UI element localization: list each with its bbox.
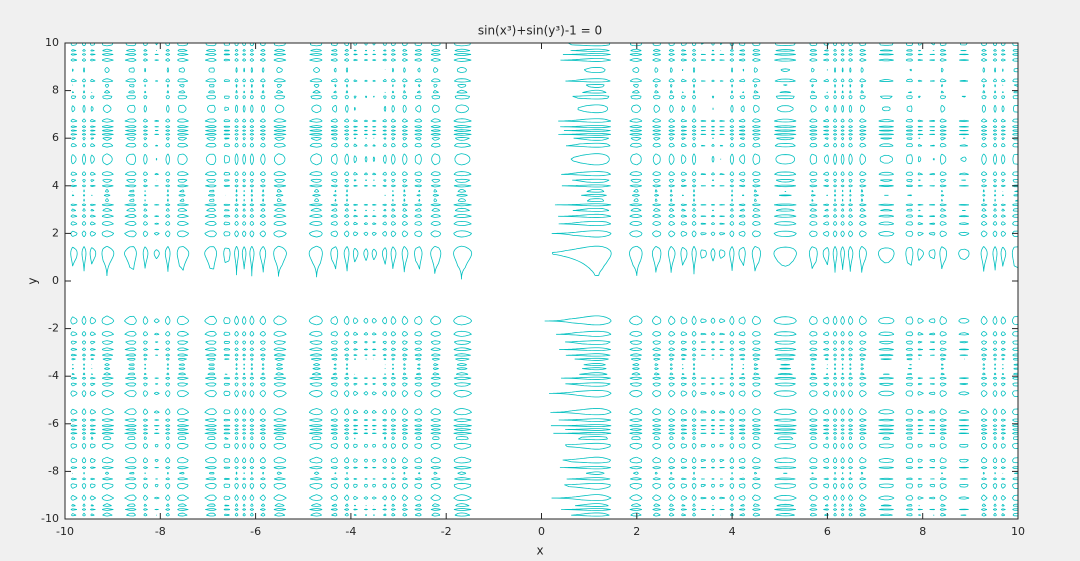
y-tick-label: -2	[48, 322, 59, 335]
x-axis-label: x	[536, 544, 543, 558]
y-tick-label: -6	[48, 417, 59, 430]
chart-title: sin(x³)+sin(y³)-1 = 0	[478, 24, 602, 38]
x-tick-label: 2	[633, 525, 640, 538]
y-tick-label: 0	[52, 274, 59, 287]
x-tick-label: 4	[729, 525, 736, 538]
y-axis-label: y	[26, 277, 40, 284]
x-tick-label: -2	[441, 525, 452, 538]
plot-area	[65, 43, 1018, 519]
y-tick-label: 6	[52, 131, 59, 144]
x-tick-label: -6	[250, 525, 261, 538]
y-tick-label: 8	[52, 84, 59, 97]
y-tick-label: -4	[48, 369, 59, 382]
x-tick-label: 8	[919, 525, 926, 538]
y-tick-label: 4	[52, 179, 59, 192]
x-tick-label: 0	[538, 525, 545, 538]
contour	[70, 42, 1019, 517]
x-tick-label: -4	[345, 525, 356, 538]
x-tick-label: 10	[1011, 525, 1025, 538]
y-tick-label: 2	[52, 226, 59, 239]
x-tick-label: -10	[56, 525, 74, 538]
x-tick-label: -8	[155, 525, 166, 538]
y-tick-label: 10	[45, 36, 59, 49]
y-tick-label: -10	[41, 512, 59, 525]
y-tick-label: -8	[48, 464, 59, 477]
x-tick-label: 6	[824, 525, 831, 538]
